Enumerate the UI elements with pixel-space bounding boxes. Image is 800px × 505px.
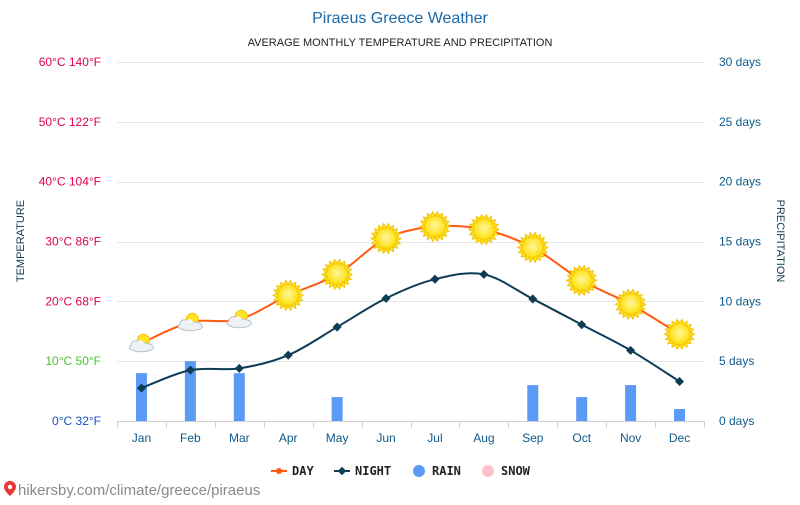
x-tick-label: Sep [522,431,544,445]
legend-label: SNOW [501,464,531,478]
night-point [626,345,636,355]
legend-swatch [482,465,494,477]
sun-icon [565,264,598,297]
rain-bar [233,373,245,421]
sun-icon [467,213,500,246]
rain-bar [674,409,686,421]
x-tick-label: Oct [572,431,591,445]
weather-icons [128,210,696,353]
y2-tick-label: 30 days [719,55,761,69]
location-pin-icon [4,481,16,496]
partly-cloudy-icon [128,333,154,353]
night-point [528,294,538,304]
night-point [136,383,146,393]
rain-bars [135,361,686,421]
night-point [185,365,195,375]
x-tick-label: May [326,431,349,445]
night-series [136,269,685,393]
x-tick-label: Jun [376,431,395,445]
night-point [577,320,587,330]
sun-icon [369,222,403,255]
y-tick-label: 10°C 50°F [45,354,101,368]
legend-label: DAY [292,464,314,478]
legend-label: RAIN [432,464,461,478]
y-tick-label: 60°C 140°F [39,55,101,69]
y-tick-label: 20°C 68°F [45,294,101,308]
footer[interactable]: hikersby.com/climate/greece/piraeus [4,481,260,499]
sun-icon [663,318,696,351]
rain-bar [527,385,539,421]
rain-bar [576,397,588,421]
rain-bar [184,361,196,421]
night-point [234,363,244,373]
chart-title: Piraeus Greece Weather [312,10,488,27]
footer-link[interactable]: hikersby.com/climate/greece/piraeus [18,482,260,499]
y2-tick-label: 15 days [719,235,761,249]
sun-icon [272,279,305,312]
y-axis-temperature: 0°C 32°F 10°C 50°F 20°C 68°F 30°C 86°F 40°C … [39,55,101,428]
grid [117,62,704,422]
night-point [332,322,342,332]
sun-icon [321,258,354,291]
legend-item-night: NIGHT [334,464,391,478]
partly-cloudy-icon [177,312,203,332]
legend-label: NIGHT [355,464,391,478]
y2-tick-label: 5 days [719,354,754,368]
legend-item-day: DAY [271,464,314,478]
legend-marker [337,466,347,476]
x-axis: Jan Feb Mar Apr May Jun Jul Aug Sep Oct Nov Dec [117,421,705,445]
y2-axis-title: PRECIPITATION [774,200,786,283]
night-point [283,350,293,360]
y-axis-title: TEMPERATURE [15,200,27,282]
chart-subtitle: AVERAGE MONTHLY TEMPERATURE AND PRECIPIT… [248,37,553,49]
y-axis-precipitation: 0 days 5 days 10 days 15 days 20 days 25 days… [719,55,761,428]
sun-icon [614,288,647,321]
sun-icon [418,210,452,243]
partly-cloudy-icon [226,309,252,329]
x-tick-label: Apr [279,431,298,445]
rain-bar [331,397,343,421]
legend-item-snow: SNOW [482,464,531,478]
legend-swatch [413,465,425,477]
x-tick-label: Nov [620,431,641,445]
x-tick-label: Jan [132,431,151,445]
x-tick-label: Jul [427,431,442,445]
y-tick-label: 30°C 86°F [45,235,101,249]
legend-marker [276,468,282,474]
x-tick-label: Aug [473,431,494,445]
y2-tick-label: 10 days [719,294,761,308]
legend: DAY NIGHT RAIN SNOW [271,464,531,478]
night-line [141,272,681,390]
x-tick-label: Feb [180,431,201,445]
y2-tick-label: 20 days [719,175,761,189]
x-tick-label: Dec [669,431,690,445]
night-point [479,269,489,279]
rain-bar [625,385,637,421]
day-line [141,224,681,345]
night-point [430,274,440,284]
y2-tick-label: 0 days [719,414,754,428]
x-tick-label: Mar [229,431,250,445]
sun-icon [516,231,549,264]
day-series [141,224,681,345]
rain-bar [135,373,147,421]
y-tick-label: 0°C 32°F [52,414,101,428]
legend-item-rain: RAIN [413,464,461,478]
y2-tick-label: 25 days [719,115,761,129]
y-tick-label: 50°C 122°F [39,115,101,129]
y-tick-label: 40°C 104°F [39,175,101,189]
